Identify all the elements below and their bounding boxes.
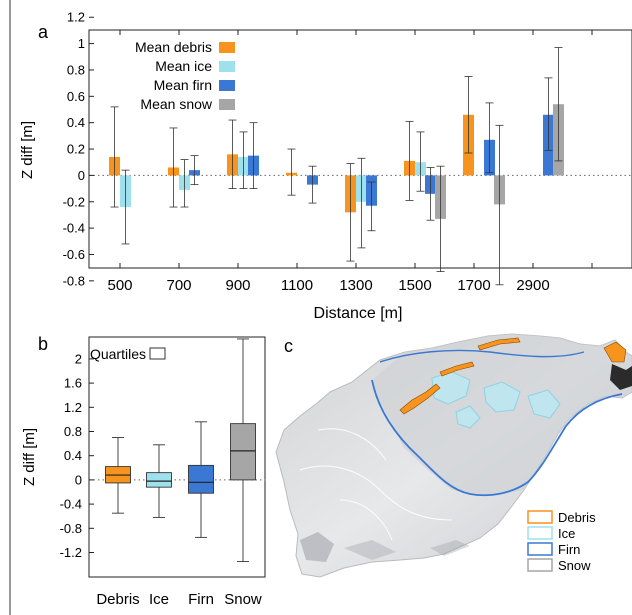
- panel-b-legend-label: Quartiles: [90, 346, 146, 362]
- y-tick-label: -0.4: [60, 497, 82, 512]
- ice-patch: [527, 389, 561, 419]
- debris-strip: [477, 337, 521, 351]
- y-tick-label: 0.8: [64, 424, 82, 439]
- panel-a-label: a: [38, 22, 49, 42]
- x-tick-label: 2900: [516, 277, 549, 294]
- legend-label: Mean firn: [154, 77, 212, 93]
- panel-a-x-ticks: 500 700 900 1100 1300 1500 1700 2900: [107, 30, 593, 294]
- contour-line: [339, 499, 393, 541]
- y-tick-label: 0.6: [67, 89, 85, 104]
- legend-swatch: [219, 61, 235, 72]
- panel-b-frame: [88, 336, 266, 578]
- panel-b: b -1.2-0.8-0.400.40.81.21.62 Z diff [m] …: [21, 334, 266, 608]
- debris-strip: [439, 361, 475, 377]
- map-legend-swatch: [527, 526, 553, 540]
- panel-a: a -0.8 -0.6 -0.4 -0.2 0 0.2 0.4 0.6 0.8 1 1.2 500 7…: [19, 10, 632, 322]
- y-tick-label: -0.6: [63, 247, 85, 262]
- y-tick-label: 0.4: [64, 448, 82, 463]
- y-tick-label: 0.8: [67, 62, 85, 77]
- x-category-label: Debris: [96, 591, 139, 608]
- map-legend-swatch: [527, 558, 553, 572]
- quartile-box: [188, 464, 214, 494]
- map-legend-swatch: [527, 542, 553, 556]
- firn-boundary-north: [379, 349, 585, 363]
- panel-b-legend-swatch: [149, 347, 166, 360]
- y-tick-label: 1.6: [64, 376, 82, 391]
- y-tick-label: 1: [78, 36, 85, 51]
- upper-glacier-zone: [372, 334, 632, 496]
- panel-a-y-ticks: -0.8 -0.6 -0.4 -0.2 0 0.2 0.4 0.6 0.8 1 1.2: [63, 10, 94, 288]
- debris-strip: [603, 341, 627, 363]
- x-tick-label: 500: [107, 277, 132, 294]
- y-tick-label: 0.4: [67, 115, 85, 130]
- x-category-label: Snow: [224, 591, 262, 608]
- y-tick-label: 1.2: [67, 10, 85, 25]
- quartile-box: [230, 423, 256, 481]
- y-tick-label: -0.2: [63, 194, 85, 209]
- debris-strip: [399, 383, 441, 415]
- panel-b-x-labels: Debris Ice Firn Snow: [96, 591, 262, 608]
- ice-patch: [483, 381, 521, 413]
- panel-a-y-axis-label: Z diff [m]: [19, 121, 36, 179]
- legend-label: Mean debris: [135, 39, 212, 55]
- map-legend-swatch: [527, 510, 553, 524]
- ice-patch: [455, 405, 481, 429]
- x-tick-label: 1100: [281, 277, 313, 294]
- x-tick-label: 1300: [339, 277, 372, 294]
- legend-swatch: [219, 42, 235, 53]
- x-tick-label: 1700: [457, 277, 490, 294]
- y-tick-label: -0.8: [60, 521, 82, 536]
- dark-rock: [610, 364, 632, 390]
- x-tick-label: 1500: [398, 277, 431, 294]
- contour-line: [317, 428, 387, 461]
- panel-b-y-ticks: -1.2 -0.8 -0.4 0 0.4 0.8 1.2 1.6 2: [60, 351, 94, 560]
- map-legend-label: Debris: [558, 510, 596, 525]
- panel-a-bars: [109, 47, 564, 286]
- x-tick-label: 700: [166, 277, 191, 294]
- x-tick-label: 900: [225, 277, 250, 294]
- x-category-label: Ice: [149, 591, 169, 608]
- shadow-patch: [430, 540, 470, 556]
- panel-b-label: b: [38, 334, 48, 354]
- y-tick-label: 0: [75, 472, 82, 487]
- shadow-patch: [300, 532, 334, 562]
- map-legend-label: Ice: [558, 526, 575, 541]
- legend-swatch: [219, 80, 235, 91]
- map-legend-label: Firn: [558, 542, 580, 557]
- y-tick-label: 0.2: [67, 142, 85, 157]
- panel-a-legend: Mean debris Mean ice Mean firn Mean snow: [135, 39, 235, 112]
- panel-a-x-axis-label: Distance [m]: [314, 305, 403, 322]
- legend-label: Mean snow: [140, 96, 212, 112]
- legend-label: Mean ice: [155, 58, 212, 74]
- y-tick-label: -0.4: [63, 221, 85, 236]
- y-tick-label: 1.2: [64, 400, 82, 415]
- y-tick-label: 2: [75, 351, 82, 366]
- shadow-patch: [344, 540, 396, 560]
- map-legend-label: Snow: [558, 558, 591, 573]
- firn-boundary: [371, 379, 623, 497]
- y-tick-label: 0: [78, 168, 85, 183]
- panel-c-label: c: [284, 336, 293, 356]
- y-tick-label: -0.8: [63, 273, 85, 288]
- y-tick-label: -1.2: [60, 545, 82, 560]
- x-category-label: Firn: [188, 591, 214, 608]
- quartile-box: [146, 472, 172, 488]
- contour-line: [299, 465, 453, 521]
- panel-b-boxes: [105, 338, 256, 563]
- panel-b-y-axis-label: Z diff [m]: [21, 428, 38, 486]
- legend-swatch: [219, 99, 235, 110]
